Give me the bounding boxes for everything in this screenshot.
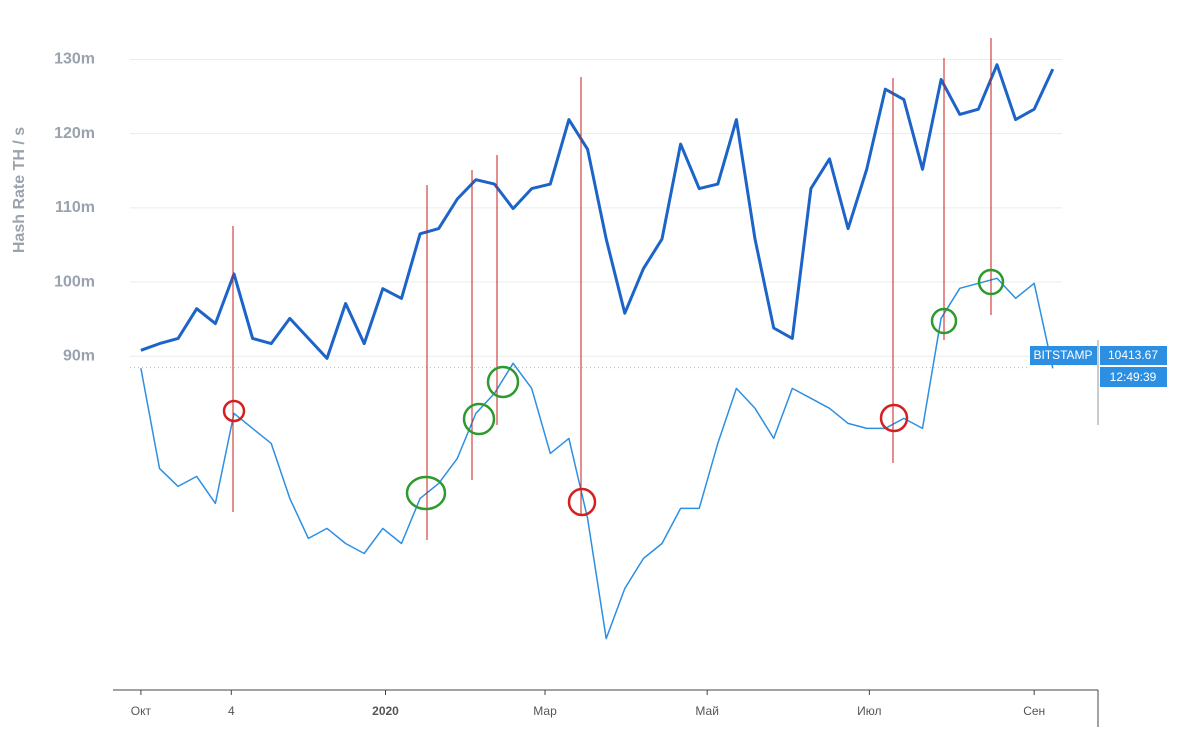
green-circle — [930, 307, 958, 335]
x-tick-label: Мар — [533, 704, 557, 718]
series-lines — [130, 63, 1055, 640]
y-tick-label: 130m — [54, 51, 95, 68]
price-box — [1100, 346, 1167, 365]
series-line — [140, 63, 1055, 360]
green-circle — [405, 475, 447, 511]
price-labels: BITSTAMP 10413.67 12:49:39 — [1030, 346, 1167, 387]
annotations — [232, 38, 992, 540]
series-line — [140, 277, 1054, 640]
circles — [222, 268, 1005, 517]
red-circle — [567, 487, 597, 517]
green-circle — [486, 365, 520, 399]
x-tick-label: Май — [695, 704, 719, 718]
y-axis-label: Hash Rate TH / s — [11, 127, 28, 253]
y-tick-label: 120m — [54, 125, 95, 142]
green-circle — [977, 268, 1005, 296]
source-box — [1030, 346, 1097, 365]
price-label: 10413.67 — [1108, 348, 1158, 362]
red-circle — [222, 399, 246, 423]
green-circle — [462, 402, 496, 436]
x-tick-label: 4 — [228, 704, 235, 718]
y-tick-label: 100m — [54, 273, 95, 290]
grid: 90m 100m 110m 120m 130m Окт 4 2020 Мар Май Июл Сен — [54, 51, 1062, 718]
y-tick-label: 90m — [63, 347, 95, 364]
x-tick-label: Июл — [857, 704, 881, 718]
x-tick-label: Окт — [131, 704, 152, 718]
y-tick-label: 110m — [55, 199, 95, 216]
red-circle — [879, 403, 909, 433]
time-box — [1100, 367, 1167, 387]
time-label: 12:49:39 — [1110, 370, 1157, 384]
x-tick-label: 2020 — [372, 704, 399, 718]
source-label: BITSTAMP — [1033, 348, 1092, 362]
x-tick-label: Сен — [1023, 704, 1045, 718]
